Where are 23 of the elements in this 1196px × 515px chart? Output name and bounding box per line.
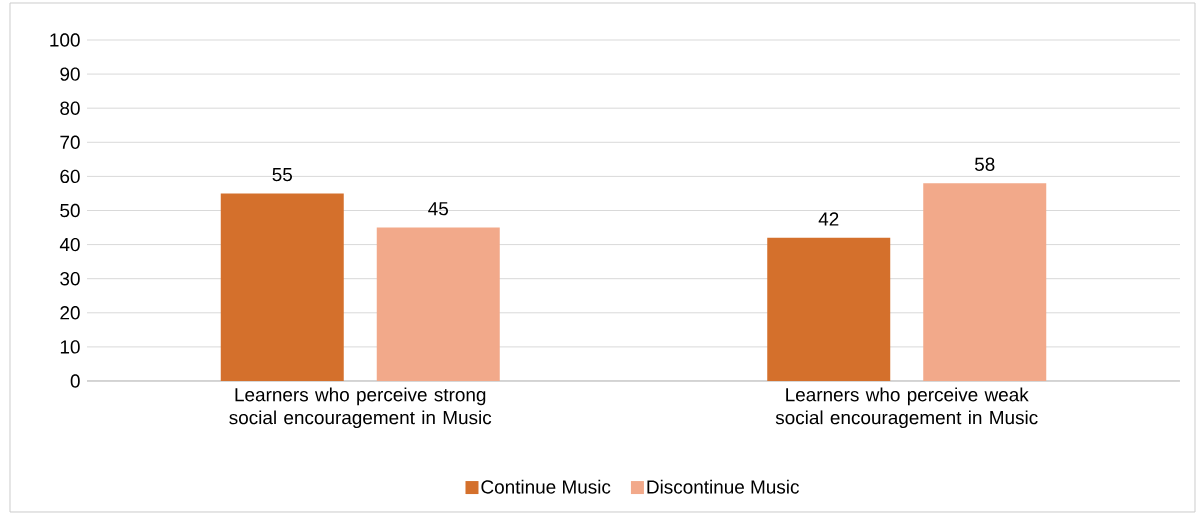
bar [220, 193, 344, 381]
y-tick-label: 50 [60, 203, 80, 218]
x-tick-label: Learners who perceive strong social encouragement in Music [229, 387, 492, 429]
y-tick-label: 40 [59, 237, 80, 252]
y-tick-label: 10 [60, 340, 80, 354]
data-label: 42 [818, 212, 839, 226]
data-label: 45 [428, 202, 448, 216]
bar [923, 183, 1047, 381]
y-tick-label: 80 [60, 101, 80, 115]
bar [767, 237, 891, 381]
y-tick-label: 30 [60, 271, 80, 286]
x-tick-label: Learners who perceive weak social encouragement in Music [775, 387, 1038, 429]
legend-label: Continue Music [481, 479, 611, 494]
legend-label: Discontinue Music [647, 479, 799, 494]
bar [376, 227, 500, 381]
y-tick-label: 70 [60, 135, 80, 149]
y-tick-label: 90 [60, 67, 80, 81]
y-tick-label: 60 [60, 169, 80, 184]
data-label: 55 [272, 168, 292, 182]
y-tick-label: 20 [60, 306, 80, 320]
y-tick-label: 0 [70, 374, 80, 388]
data-label: 58 [974, 157, 995, 172]
y-tick-label: 100 [50, 33, 80, 47]
